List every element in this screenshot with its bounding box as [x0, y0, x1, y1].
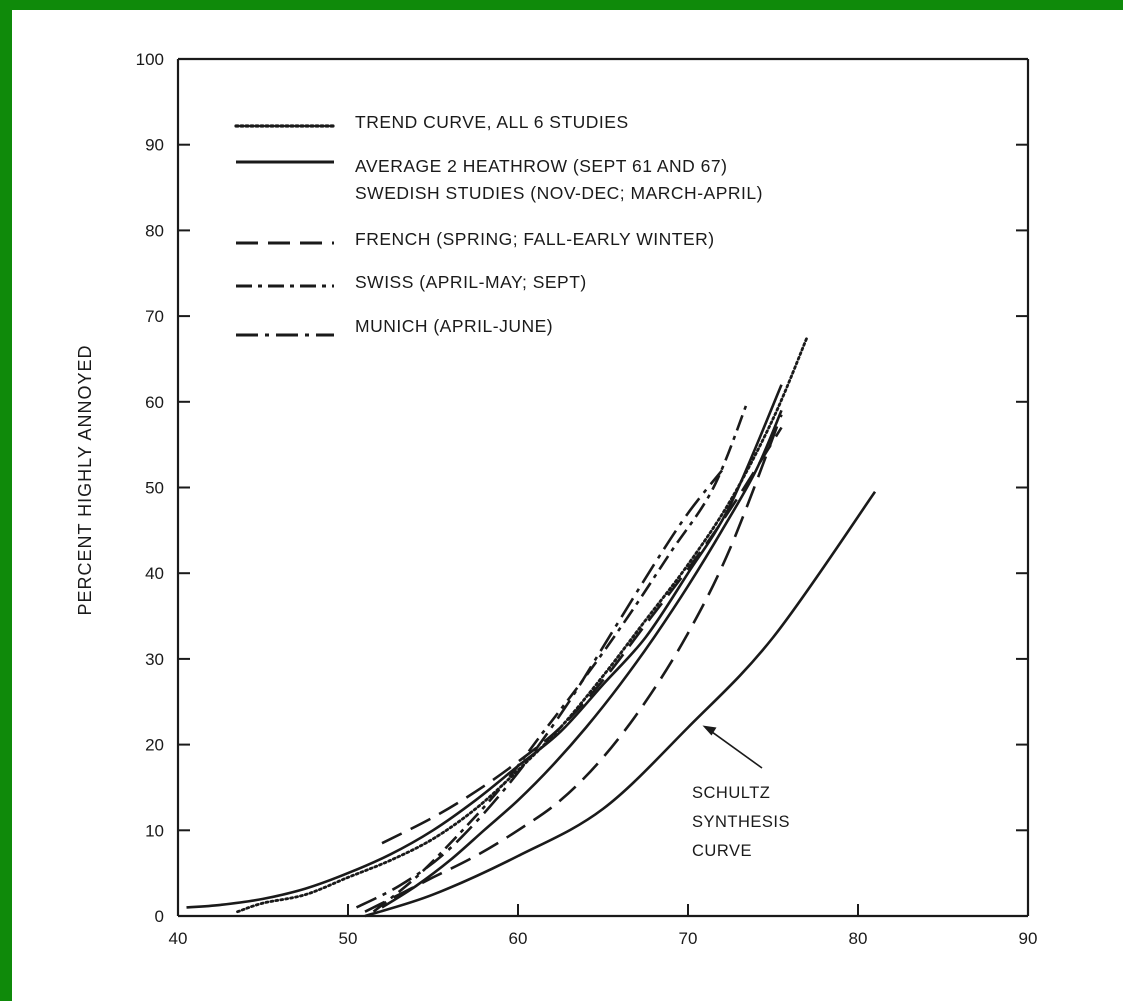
x-tick-label: 40 — [169, 929, 188, 948]
series-line-2 — [186, 384, 783, 909]
series-line-7 — [355, 469, 724, 909]
legend-label: SWEDISH STUDIES (NOV-DEC; MARCH-APRIL) — [355, 183, 763, 203]
legend-label: MUNICH (APRIL-JUNE) — [355, 316, 553, 336]
y-tick-label: 90 — [145, 136, 164, 155]
series-line-4 — [381, 426, 783, 845]
y-axis-title: PERCENT HIGHLY ANNOYED — [75, 344, 95, 615]
annotation-arrow-shaft — [708, 728, 763, 769]
x-tick-label: 90 — [1019, 929, 1038, 948]
x-tick-label: 80 — [849, 929, 868, 948]
chart: 0 10 20 30 40 50 60 70 80 90 100 40 50 60 70 80 90 TREND… — [75, 50, 1038, 948]
legend-label: AVERAGE 2 HEATHROW (SEPT 61 AND 67) — [355, 156, 727, 176]
legend-label: SWISS (APRIL-MAY; SEPT) — [355, 272, 587, 292]
y-tick-label: 0 — [155, 907, 164, 926]
y-tick-label: 20 — [145, 736, 164, 755]
y-tick-label: 10 — [145, 821, 164, 840]
series-line-5 — [364, 414, 783, 913]
series — [186, 336, 877, 918]
y-tick-label: 60 — [145, 393, 164, 412]
y-tick-label: 40 — [145, 564, 164, 583]
annotation-arrow-head — [702, 725, 717, 736]
annotation-text: CURVE — [692, 842, 752, 860]
y-tick-label: 50 — [145, 479, 164, 498]
chart-frame: 0 10 20 30 40 50 60 70 80 90 100 40 50 60 70 80 90 TREND… — [12, 10, 1123, 1001]
legend-label: FRENCH (SPRING; FALL-EARLY WINTER) — [355, 229, 715, 249]
legend-label: TREND CURVE, ALL 6 STUDIES — [355, 112, 629, 132]
legend: TREND CURVE, ALL 6 STUDIES AVERAGE 2 HEAT… — [234, 112, 763, 337]
y-tick-label: 100 — [136, 50, 164, 69]
annotation-text: SCHULTZ — [692, 784, 770, 802]
annotation-text: SYNTHESIS — [692, 813, 790, 831]
y-tick-label: 80 — [145, 221, 164, 240]
y-tick-label: 30 — [145, 650, 164, 669]
annotations: SCHULTZ SYNTHESIS CURVE — [692, 725, 790, 860]
x-tick-label: 50 — [339, 929, 358, 948]
ticks: 0 10 20 30 40 50 60 70 80 90 100 40 50 60 70 80 90 — [136, 50, 1038, 948]
x-tick-label: 70 — [679, 929, 698, 948]
series-line-3 — [381, 409, 783, 909]
y-tick-label: 70 — [145, 307, 164, 326]
series-line-8 — [364, 491, 877, 918]
x-tick-label: 60 — [509, 929, 528, 948]
